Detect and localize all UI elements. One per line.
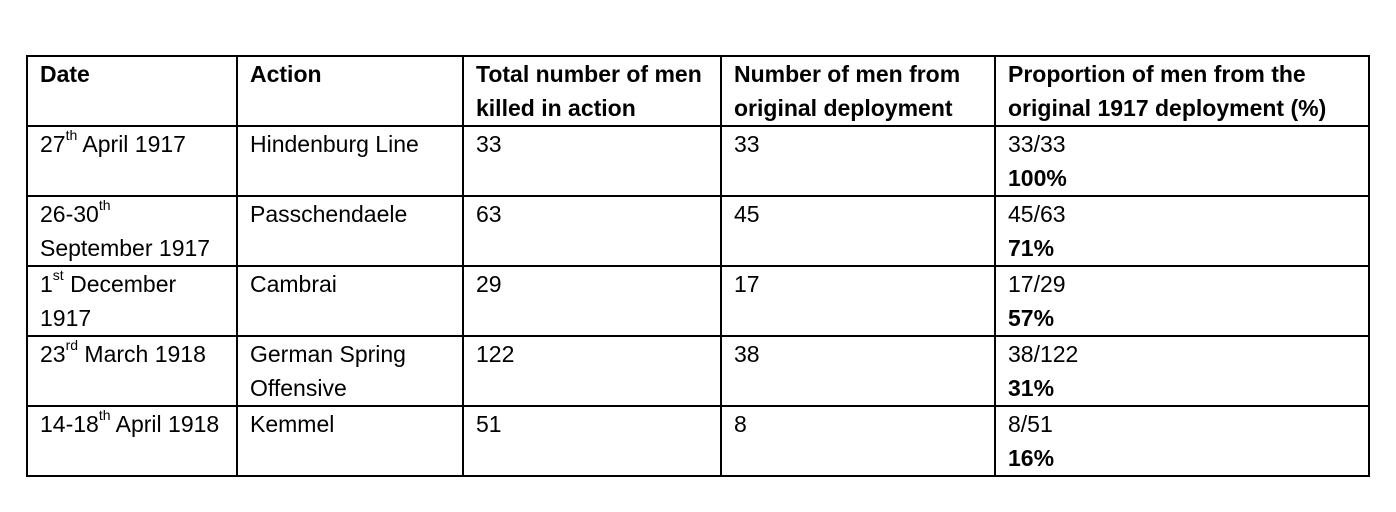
table-header-row: Date Action Total number of men killed i…	[26, 55, 1370, 127]
date-cell: 26-30th September 1917	[26, 195, 238, 267]
total-killed-cell: 51	[462, 405, 722, 477]
proportion-percent: 16%	[1008, 445, 1055, 471]
original-deployment-cell: 8	[720, 405, 996, 477]
date-cell: 27th April 1917	[26, 125, 238, 197]
action-cell: Kemmel	[236, 405, 464, 477]
header-proportion: Proportion of men from the original 1917…	[994, 55, 1370, 127]
proportion-percent: 57%	[1008, 305, 1055, 331]
total-killed-cell: 63	[462, 195, 722, 267]
original-deployment-cell: 38	[720, 335, 996, 407]
date-cell: 14-18th April 1918	[26, 405, 238, 477]
table-row: 23rd March 1918 German Spring Offensive …	[26, 335, 1370, 407]
proportion-cell: 8/51 16%	[994, 405, 1370, 477]
total-killed-cell: 29	[462, 265, 722, 337]
table-row: 14-18th April 1918 Kemmel 51 8 8/51 16%	[26, 405, 1370, 477]
action-cell: Hindenburg Line	[236, 125, 464, 197]
proportion-cell: 17/29 57%	[994, 265, 1370, 337]
proportion-percent: 31%	[1008, 375, 1055, 401]
header-total-killed: Total number of men killed in action	[462, 55, 722, 127]
header-original-deployment: Number of men from original deployment	[720, 55, 996, 127]
action-cell: Passchendaele	[236, 195, 464, 267]
proportion-ratio: 33/33	[1008, 131, 1066, 157]
proportion-ratio: 45/63	[1008, 201, 1066, 227]
proportion-cell: 33/33 100%	[994, 125, 1370, 197]
header-action: Action	[236, 55, 464, 127]
proportion-percent: 71%	[1008, 235, 1055, 261]
total-killed-cell: 33	[462, 125, 722, 197]
date-cell: 1st December 1917	[26, 265, 238, 337]
table-row: 27th April 1917 Hindenburg Line 33 33 33…	[26, 125, 1370, 197]
proportion-cell: 38/122 31%	[994, 335, 1370, 407]
proportion-ratio: 17/29	[1008, 271, 1066, 297]
table-row: 26-30th September 1917 Passchendaele 63 …	[26, 195, 1370, 267]
action-cell: Cambrai	[236, 265, 464, 337]
date-cell: 23rd March 1918	[26, 335, 238, 407]
proportion-cell: 45/63 71%	[994, 195, 1370, 267]
proportion-percent: 100%	[1008, 165, 1067, 191]
total-killed-cell: 122	[462, 335, 722, 407]
proportion-ratio: 8/51	[1008, 411, 1053, 437]
casualties-table: Date Action Total number of men killed i…	[26, 55, 1370, 477]
original-deployment-cell: 17	[720, 265, 996, 337]
original-deployment-cell: 45	[720, 195, 996, 267]
proportion-ratio: 38/122	[1008, 341, 1079, 367]
table-row: 1st December 1917 Cambrai 29 17 17/29 57%	[26, 265, 1370, 337]
action-cell: German Spring Offensive	[236, 335, 464, 407]
original-deployment-cell: 33	[720, 125, 996, 197]
header-date: Date	[26, 55, 238, 127]
